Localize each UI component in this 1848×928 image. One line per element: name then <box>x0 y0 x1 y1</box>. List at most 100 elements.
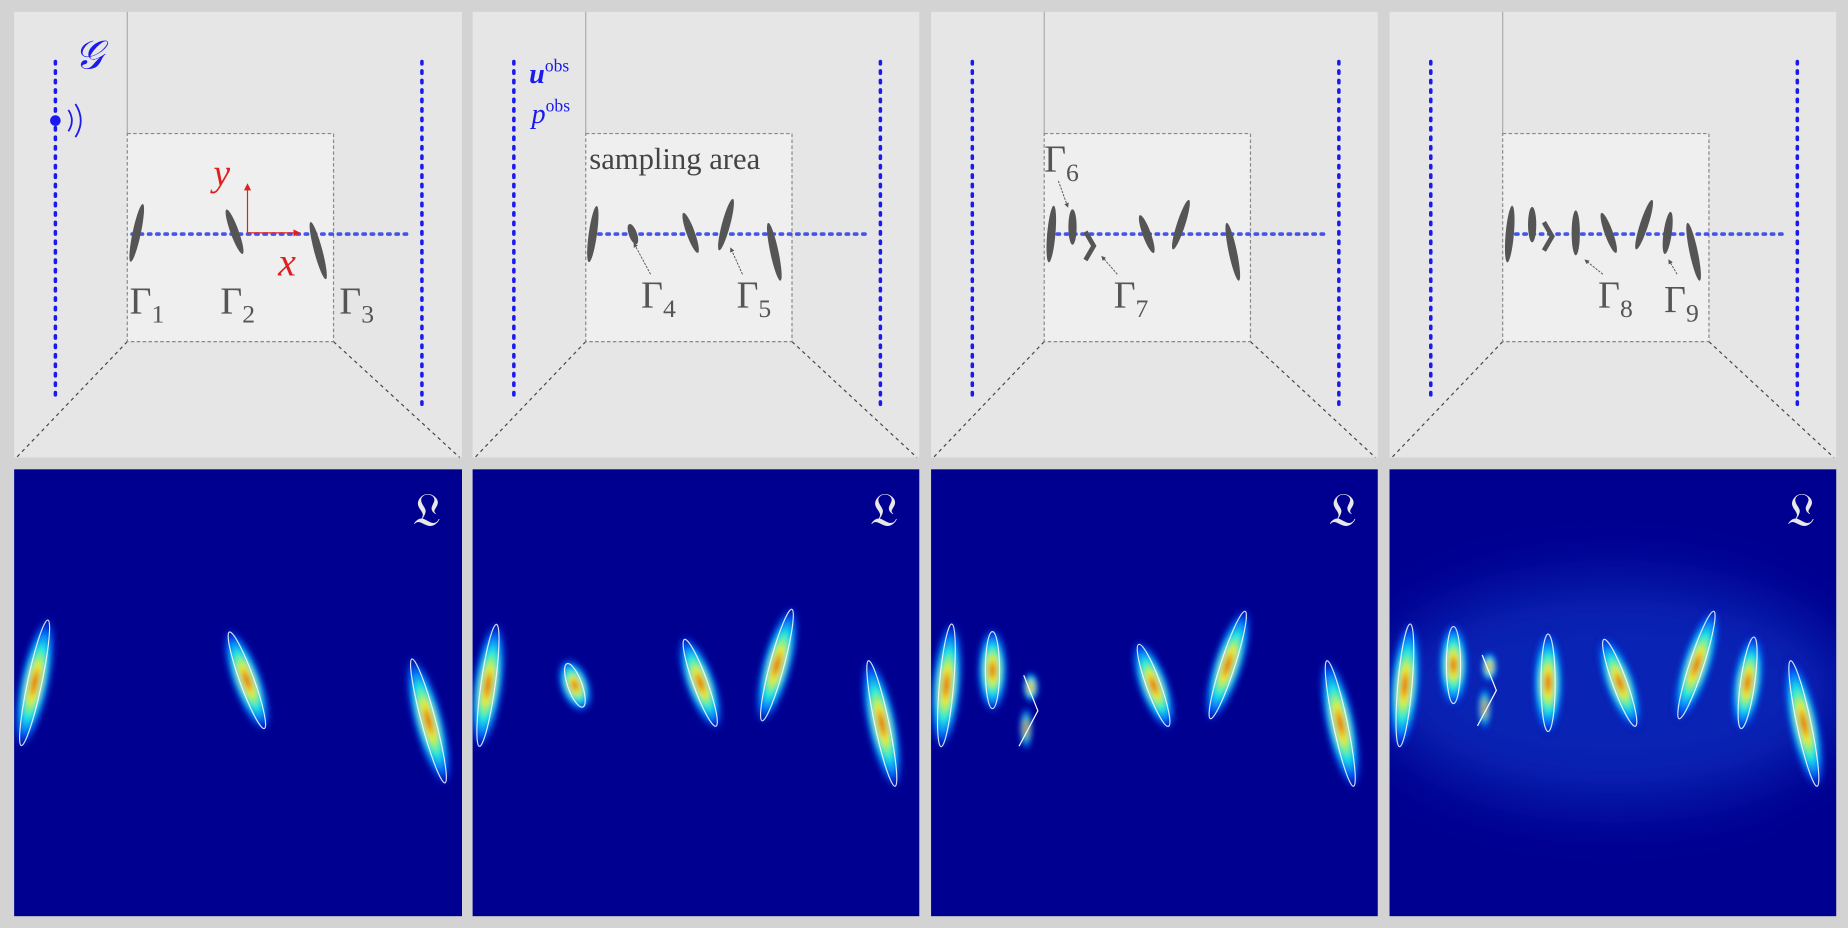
obstacle <box>1083 230 1097 262</box>
heat-blob <box>676 632 725 734</box>
heat-blob <box>1671 604 1722 726</box>
data-label-sup: obs <box>545 55 570 75</box>
obstacle-outline <box>1602 638 1638 727</box>
source <box>50 115 61 126</box>
obstacle-label-base: Γ <box>220 280 242 322</box>
obstacle-label-base: Γ <box>1114 274 1136 316</box>
obstacle-label: Γ6 <box>1044 138 1079 187</box>
indicator-label: 𝔏 <box>1329 485 1357 537</box>
obstacle <box>1068 209 1077 245</box>
data-label-base: u <box>529 59 545 90</box>
heat-blob <box>472 617 507 754</box>
obstacle-outline <box>1395 623 1415 748</box>
data-label-base: p <box>530 99 546 130</box>
indicator-label: 𝔏 <box>413 485 441 537</box>
heat-blob <box>1481 650 1498 684</box>
heat-blob <box>975 624 1009 716</box>
obstacle-label-base: Γ <box>130 280 152 322</box>
heat-blob <box>859 653 904 794</box>
obstacle-label: Γ9 <box>1664 279 1699 328</box>
obstacle-label-base: Γ <box>641 274 663 316</box>
obstacle-outline <box>1136 643 1171 728</box>
obstacle-outline <box>476 623 500 747</box>
obstacle-label: Γ3 <box>339 280 374 329</box>
obstacle <box>1686 222 1701 281</box>
perspective-line <box>933 341 1045 458</box>
obstacle <box>587 205 599 263</box>
data-label: pobs <box>530 96 571 130</box>
indicator-label: 𝔏 <box>1787 485 1815 537</box>
perspective-line <box>1708 341 1835 458</box>
obstacle <box>718 198 734 251</box>
obstacle <box>1662 211 1673 254</box>
obstacle <box>766 222 782 281</box>
obstacle-outline <box>1208 610 1247 720</box>
heat-blob <box>1595 632 1644 734</box>
obstacle-outline <box>936 623 956 748</box>
obstacle-label-sub: 7 <box>1136 294 1149 323</box>
heatmap <box>472 602 904 794</box>
perspective-line <box>474 341 587 458</box>
obstacle <box>225 209 244 254</box>
obstacle-label-sub: 1 <box>151 300 164 329</box>
heatmap <box>14 613 453 790</box>
heat-blob <box>1202 604 1253 726</box>
heat-blob <box>1531 626 1565 739</box>
obstacle-outline <box>1476 654 1497 727</box>
obstacle-label: Γ8 <box>1598 274 1633 323</box>
x-axis-label: x <box>277 239 296 284</box>
obstacle-label: Γ7 <box>1114 274 1149 323</box>
perspective-line <box>16 341 128 458</box>
heat-blob <box>1130 637 1177 734</box>
heat-blob <box>1022 670 1040 704</box>
obstacle <box>1571 210 1580 256</box>
sampling-area <box>126 132 335 343</box>
wave <box>67 103 82 138</box>
heat-blob <box>1781 653 1826 794</box>
sampling-area-label: sampling area <box>589 142 760 176</box>
obstacle-label-base: Γ <box>1044 138 1066 180</box>
obstacle-label-sub: 2 <box>242 300 255 329</box>
obstacle-outline <box>1324 660 1356 787</box>
obstacle <box>1528 206 1537 243</box>
obstacle <box>309 222 327 280</box>
heat-blob <box>404 652 453 790</box>
obstacle-label: Γ2 <box>220 280 255 329</box>
perspective-line <box>791 341 918 458</box>
obstacle <box>1541 221 1555 252</box>
obstacle <box>1225 222 1241 281</box>
obstacle <box>1600 212 1617 253</box>
obstacle-outline <box>227 631 267 730</box>
indicator-label: 𝔏 <box>870 485 898 537</box>
heat-blob <box>221 625 273 736</box>
perspective-line <box>333 341 461 458</box>
perspective-line <box>1250 341 1376 458</box>
obstacle-outline <box>759 608 794 722</box>
obstacle-outline <box>19 619 51 747</box>
perspective-line <box>1391 341 1504 458</box>
obstacle-label-sub: 4 <box>663 294 676 323</box>
obstacle-outline <box>682 638 718 727</box>
obstacle-label-base: Γ <box>339 280 361 322</box>
heat-blob <box>1318 653 1363 794</box>
heatmap <box>1389 579 1837 804</box>
obstacle-label-sub: 6 <box>1066 158 1079 187</box>
obstacle <box>1138 215 1155 254</box>
leader <box>1668 259 1678 275</box>
y-axis-label: y <box>209 153 230 195</box>
heat-blob <box>556 656 594 715</box>
obstacle <box>682 212 699 253</box>
heat-blob <box>1477 684 1492 732</box>
obstacle-label: Γ4 <box>641 274 676 323</box>
obstacle-outline <box>984 631 1001 710</box>
obstacle-label-base: Γ <box>737 274 759 316</box>
obstacle <box>1046 205 1057 263</box>
obstacle-label-sub: 9 <box>1686 299 1699 328</box>
obstacle <box>129 203 145 262</box>
obstacle-outline <box>1018 675 1039 747</box>
obstacle <box>1172 199 1190 250</box>
obstacle-label-sub: 5 <box>758 294 771 323</box>
obstacle-outline <box>1677 610 1716 720</box>
obstacle-label-sub: 3 <box>361 300 374 329</box>
obstacle <box>1635 199 1654 250</box>
